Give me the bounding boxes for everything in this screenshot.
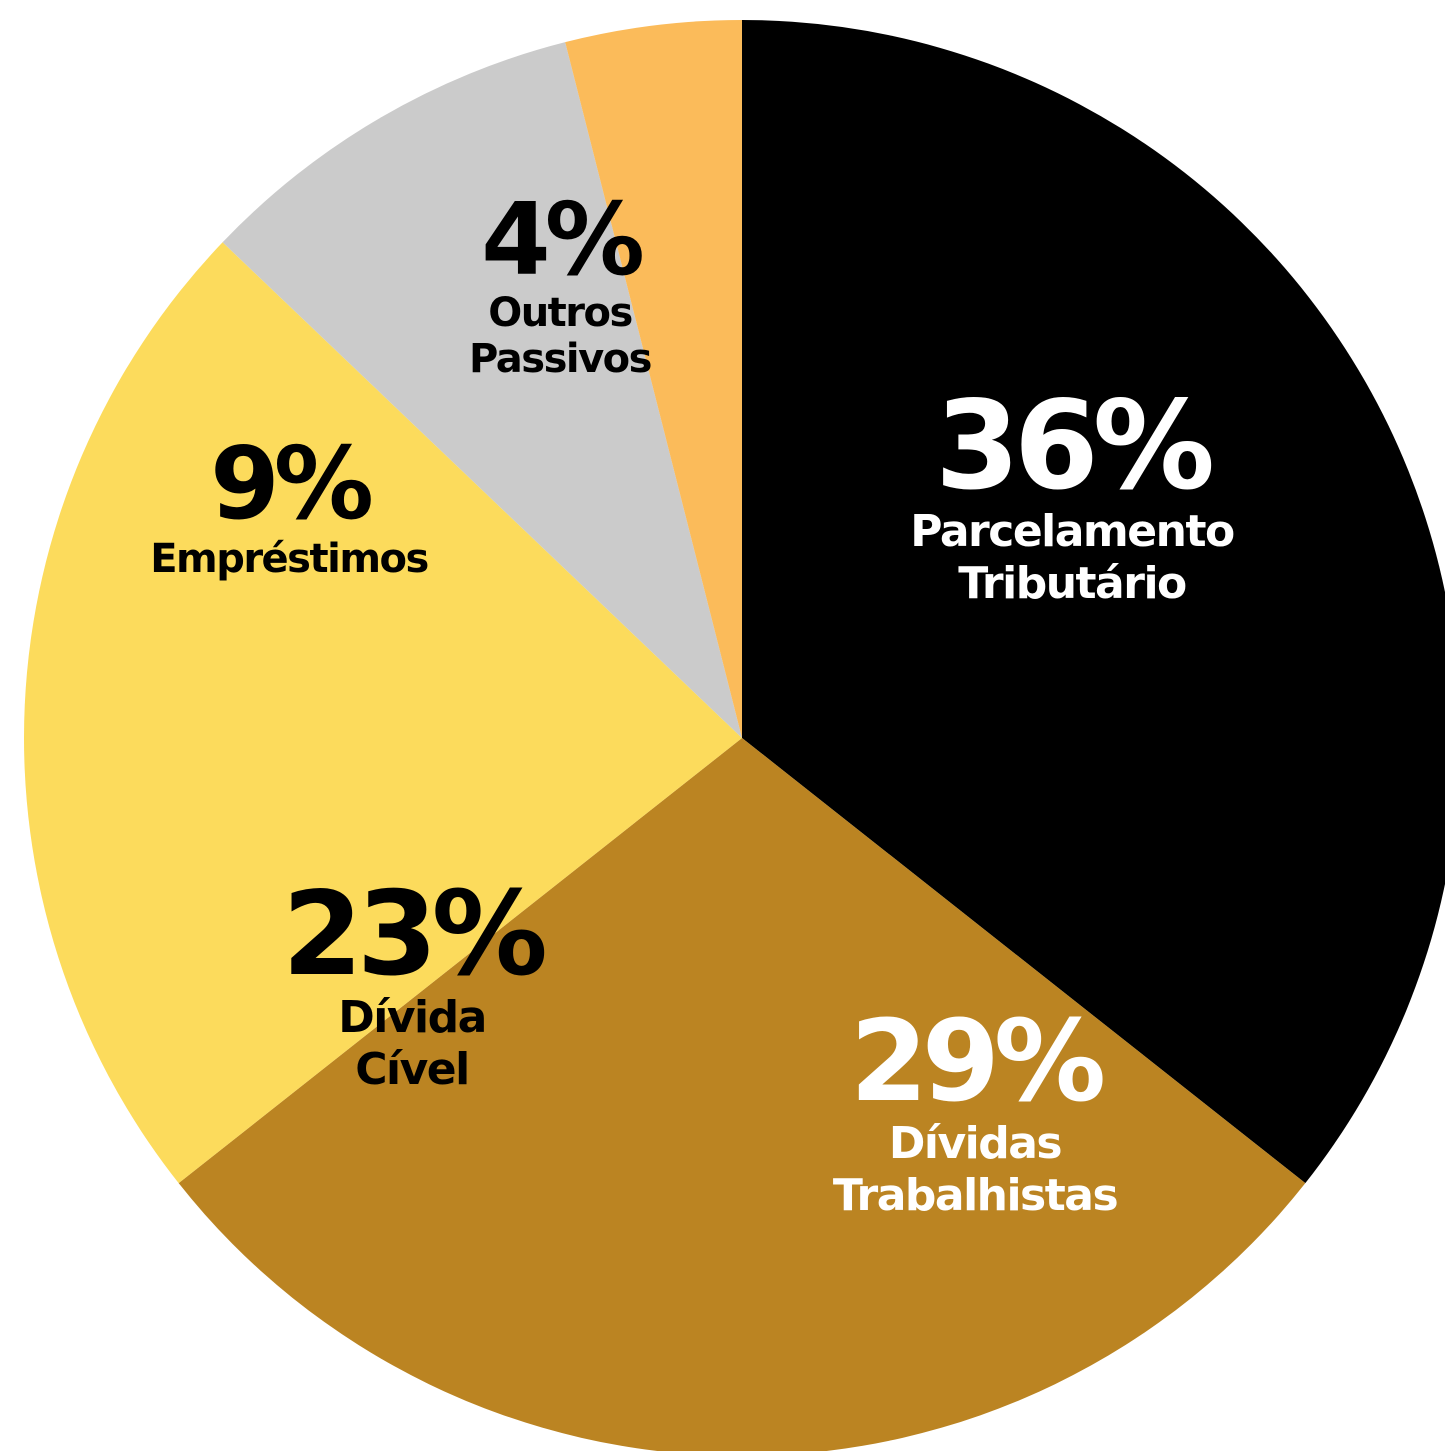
- slice-category-label: Tributário: [958, 558, 1186, 609]
- slice-label-4: 9%Empréstimos: [150, 425, 429, 582]
- pie-slice-4: [222, 42, 743, 739]
- slice-value-label: 29%: [850, 997, 1103, 1127]
- slice-category-label: Parcelamento: [910, 506, 1234, 557]
- slice-category-label: Passivos: [469, 336, 651, 382]
- slice-category-label: Cível: [355, 1044, 468, 1095]
- pie-slices: [23, 20, 1445, 1451]
- slice-value-label: 4%: [481, 181, 643, 298]
- slice-category-label: Trabalhistas: [833, 1170, 1118, 1221]
- slice-value-label: 9%: [210, 425, 372, 542]
- pie-slice-5: [565, 20, 742, 738]
- pie-slice-1: [742, 20, 1445, 1184]
- slice-value-label: 36%: [935, 375, 1212, 517]
- slice-category-label: Outros: [488, 290, 632, 336]
- slice-value-label: 23%: [282, 867, 544, 1002]
- slice-category-label: Dívida: [338, 992, 486, 1043]
- slice-category-label: Dívidas: [889, 1118, 1062, 1169]
- pie-slice-2: [178, 738, 1306, 1451]
- pie-slice-3: [23, 242, 742, 1184]
- slice-category-label: Empréstimos: [150, 536, 428, 582]
